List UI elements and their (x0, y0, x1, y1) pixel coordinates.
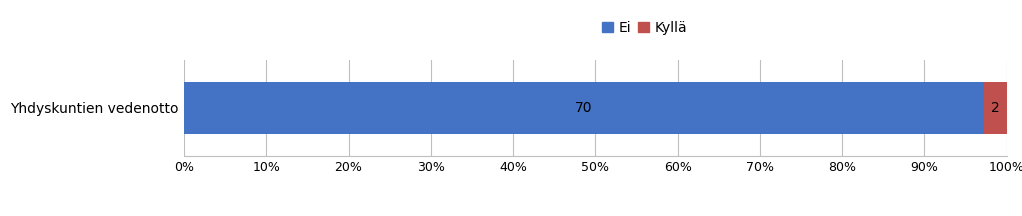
Text: 2: 2 (991, 101, 1000, 115)
Bar (184, 82, 984, 134)
Text: 70: 70 (575, 101, 593, 115)
Bar (984, 82, 1007, 134)
Legend: Ei, Kyllä: Ei, Kyllä (597, 15, 693, 40)
